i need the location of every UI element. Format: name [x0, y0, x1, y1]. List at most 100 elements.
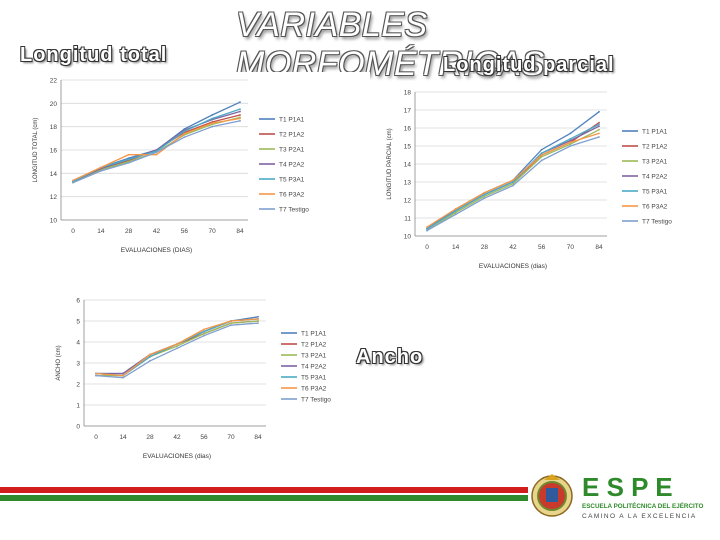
- total-legend-label: T7 Testigo: [279, 207, 309, 214]
- ancho-series-line: [95, 322, 259, 379]
- parcial-data-point: [540, 155, 543, 158]
- parcial-data-point: [483, 195, 486, 198]
- ancho-xtick-label: 84: [254, 434, 262, 441]
- parcial-legend-label: T2 P1A2: [642, 144, 668, 151]
- parcial-data-point: [512, 179, 514, 182]
- ancho-ytick-label: 2: [76, 382, 80, 389]
- total-legend-label: T4 P2A2: [279, 162, 305, 169]
- parcial-xtick-label: 70: [567, 244, 575, 251]
- chart-longitud-total: 10 12 14 16 18 20 22 0 14 28 42 56 70 84 EVALUACIONES …: [27, 72, 370, 262]
- parcial-data-point: [598, 128, 600, 131]
- parcial-data-point: [454, 208, 457, 210]
- ancho-legend-label: T5 P3A1: [301, 375, 327, 382]
- total-ytick-label: 22: [50, 78, 58, 85]
- parcial-ytick-label: 11: [404, 216, 411, 223]
- parcial-data-point: [569, 132, 572, 135]
- ancho-data-point: [149, 355, 151, 358]
- total-y-axis-label: LONGITUD TOTAL (cm): [33, 118, 39, 183]
- parcial-ytick-label: 14: [404, 162, 412, 169]
- parcial-data-point: [483, 193, 486, 196]
- parcial-svg: 10 11 12 13 14 15 16 17 18 0 14 28 42 56 70 84 EVALUACIO…: [387, 90, 672, 271]
- total-legend-label: T5 P3A1: [279, 177, 305, 184]
- parcial-data-point: [598, 123, 600, 126]
- parcial-data-point: [454, 209, 457, 212]
- total-data-point: [211, 114, 214, 116]
- parcial-data-point: [598, 125, 600, 128]
- ancho-ytick-label: 6: [76, 298, 80, 305]
- total-ytick-label: 10: [50, 218, 58, 225]
- parcial-xtick-label: 14: [452, 244, 460, 251]
- ancho-xtick-label: 56: [200, 434, 208, 441]
- total-data-point: [239, 117, 241, 120]
- total-data-point: [211, 117, 214, 120]
- parcial-ytick-label: 10: [404, 234, 412, 241]
- ancho-data-point: [176, 343, 178, 345]
- ancho-legend-label: T4 P2A2: [301, 364, 327, 371]
- parcial-legend-label: T6 P3A2: [642, 204, 668, 211]
- logo-subtitle: ESCUELA POLITÉCNICA DEL EJÉRCITO: [582, 501, 704, 510]
- chart-longitud-parcial: 10 11 12 13 14 15 16 17 18 0 14 28 42 56 70 84 EVALUACIO…: [372, 84, 694, 286]
- parcial-legend-label: T1 P1A1: [642, 129, 668, 136]
- total-svg: 10 12 14 16 18 20 22 0 14 28 42 56 70 84 EVALUACIONES …: [33, 78, 309, 255]
- green-divider-bar: [0, 495, 528, 501]
- total-data-point: [239, 101, 241, 104]
- total-xtick-label: 70: [209, 228, 217, 235]
- ancho-data-point: [149, 360, 151, 362]
- total-x-axis-label: EVALUACIONES (DIAS): [121, 247, 192, 254]
- parcial-data-point: [598, 121, 600, 124]
- total-data-point: [239, 110, 241, 113]
- ancho-series-line: [95, 318, 259, 377]
- total-data-point: [183, 130, 186, 133]
- ancho-data-point: [230, 322, 232, 324]
- total-xtick-label: 28: [125, 228, 133, 235]
- total-xtick-label: 56: [181, 228, 189, 235]
- red-divider-bar: [0, 487, 528, 493]
- total-xtick-label: 0: [71, 228, 75, 235]
- ancho-ytick-label: 4: [76, 340, 80, 347]
- total-data-point: [99, 170, 102, 172]
- ancho-legend-label: T3 P2A1: [301, 353, 327, 360]
- total-ytick-label: 16: [50, 148, 58, 155]
- total-data-point: [239, 114, 241, 116]
- espe-logo: E S P E ESCUELA POLITÉCNICA DEL EJÉRCITO…: [530, 468, 710, 524]
- parcial-data-point: [512, 184, 514, 187]
- ancho-data-point: [230, 320, 232, 322]
- ancho-data-point: [95, 374, 97, 377]
- label-longitud-total: Longitud total: [20, 44, 168, 66]
- total-ytick-label: 14: [50, 171, 58, 178]
- ancho-data-point: [176, 347, 178, 350]
- parcial-data-point: [540, 148, 543, 151]
- ancho-legend-label: T6 P3A2: [301, 386, 327, 393]
- logo-tagline: CAMINO A LA EXCELENCIA: [582, 513, 697, 520]
- total-data-point: [211, 125, 214, 128]
- ancho-data-point: [95, 372, 97, 375]
- parcial-data-point: [426, 226, 428, 228]
- total-data-point: [127, 153, 130, 156]
- ancho-data-point: [230, 324, 232, 327]
- parcial-data-point: [569, 137, 572, 140]
- parcial-xtick-label: 42: [509, 244, 517, 251]
- ancho-ytick-label: 1: [76, 403, 80, 410]
- parcial-data-point: [426, 229, 428, 232]
- parcial-legend-label: T7 Testigo: [642, 219, 672, 226]
- parcial-data-point: [540, 152, 543, 155]
- ancho-data-point: [122, 376, 124, 379]
- total-legend-label: T3 P2A1: [279, 147, 305, 154]
- total-ytick-label: 20: [50, 101, 58, 108]
- parcial-ytick-label: 16: [404, 126, 412, 133]
- parcial-data-point: [454, 211, 457, 214]
- total-xtick-label: 14: [97, 228, 105, 235]
- parcial-data-point: [454, 213, 457, 216]
- parcial-data-point: [483, 197, 486, 200]
- parcial-data-point: [483, 191, 486, 194]
- ancho-legend-label: T1 P1A1: [301, 331, 327, 338]
- parcial-xtick-label: 84: [595, 244, 603, 251]
- ancho-xtick-label: 0: [94, 434, 98, 441]
- parcial-ytick-label: 17: [404, 108, 412, 115]
- parcial-data-point: [569, 141, 572, 144]
- ancho-series-line: [95, 318, 259, 377]
- parcial-ytick-label: 12: [404, 198, 412, 205]
- ancho-xtick-label: 28: [146, 434, 154, 441]
- parcial-y-axis-label: LONGITUD PARCIAL (cm): [387, 128, 393, 199]
- ancho-data-point: [176, 345, 178, 348]
